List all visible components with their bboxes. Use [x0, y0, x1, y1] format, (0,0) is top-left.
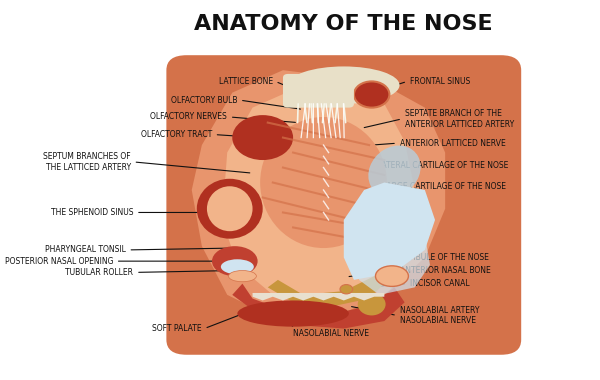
Ellipse shape [340, 285, 353, 294]
Text: SOFT PALATE: SOFT PALATE [152, 324, 202, 333]
Ellipse shape [376, 266, 409, 287]
Text: TUBULAR ROLLER: TUBULAR ROLLER [65, 268, 133, 277]
Text: THE SPHENOID SINUS: THE SPHENOID SINUS [51, 208, 133, 217]
Polygon shape [359, 228, 430, 295]
Polygon shape [253, 293, 385, 301]
Ellipse shape [229, 271, 256, 282]
Ellipse shape [368, 146, 421, 197]
Ellipse shape [212, 246, 257, 276]
Polygon shape [192, 70, 445, 317]
Ellipse shape [197, 179, 263, 239]
Ellipse shape [354, 81, 389, 108]
Text: ANTERIOR LATTICED NERVE: ANTERIOR LATTICED NERVE [400, 139, 505, 148]
Text: INCISOR CANAL: INCISOR CANAL [410, 279, 469, 288]
Text: POSTERIOR NASAL OPENING: POSTERIOR NASAL OPENING [5, 256, 113, 266]
Ellipse shape [358, 293, 386, 315]
Ellipse shape [238, 301, 349, 327]
Polygon shape [222, 85, 415, 299]
Ellipse shape [288, 66, 400, 104]
Text: LATERAL CARTILAGE OF THE NOSE: LATERAL CARTILAGE OF THE NOSE [377, 161, 508, 170]
Ellipse shape [221, 259, 254, 274]
Text: PHARYNGEAL TONSIL: PHARYNGEAL TONSIL [45, 245, 126, 255]
Text: OLFACTORY BULB: OLFACTORY BULB [171, 96, 238, 105]
Text: LARGE CARTILAGE OF THE NOSE: LARGE CARTILAGE OF THE NOSE [382, 182, 506, 191]
Text: ANATOMY OF THE NOSE: ANATOMY OF THE NOSE [194, 14, 493, 34]
Text: VESTIBULE OF THE NOSE: VESTIBULE OF THE NOSE [394, 253, 490, 262]
Polygon shape [268, 276, 385, 306]
Text: LATTICE BONE: LATTICE BONE [219, 77, 273, 86]
Ellipse shape [260, 117, 387, 248]
Text: SEPTUM BRANCHES OF
THE LATTICED ARTERY: SEPTUM BRANCHES OF THE LATTICED ARTERY [43, 152, 131, 172]
Text: OLFACTORY NERVES: OLFACTORY NERVES [151, 112, 227, 122]
Polygon shape [232, 283, 404, 329]
Text: COULTER
NASOLABIAL NERVE: COULTER NASOLABIAL NERVE [293, 319, 369, 338]
Ellipse shape [232, 115, 293, 160]
Text: NASOLABIAL ARTERY
NASOLABIAL NERVE: NASOLABIAL ARTERY NASOLABIAL NERVE [400, 306, 479, 325]
Text: ANTERIOR NASAL BONE: ANTERIOR NASAL BONE [400, 266, 490, 275]
Text: FRONTAL SINUS: FRONTAL SINUS [410, 77, 470, 86]
FancyBboxPatch shape [283, 74, 354, 108]
Text: SEPTATE BRANCH OF THE
ANTERIOR LATTICED ARTERY: SEPTATE BRANCH OF THE ANTERIOR LATTICED … [404, 109, 514, 128]
Ellipse shape [207, 186, 253, 231]
Polygon shape [344, 182, 435, 280]
Text: OLFACTORY TRACT: OLFACTORY TRACT [141, 130, 212, 139]
FancyBboxPatch shape [166, 55, 521, 355]
